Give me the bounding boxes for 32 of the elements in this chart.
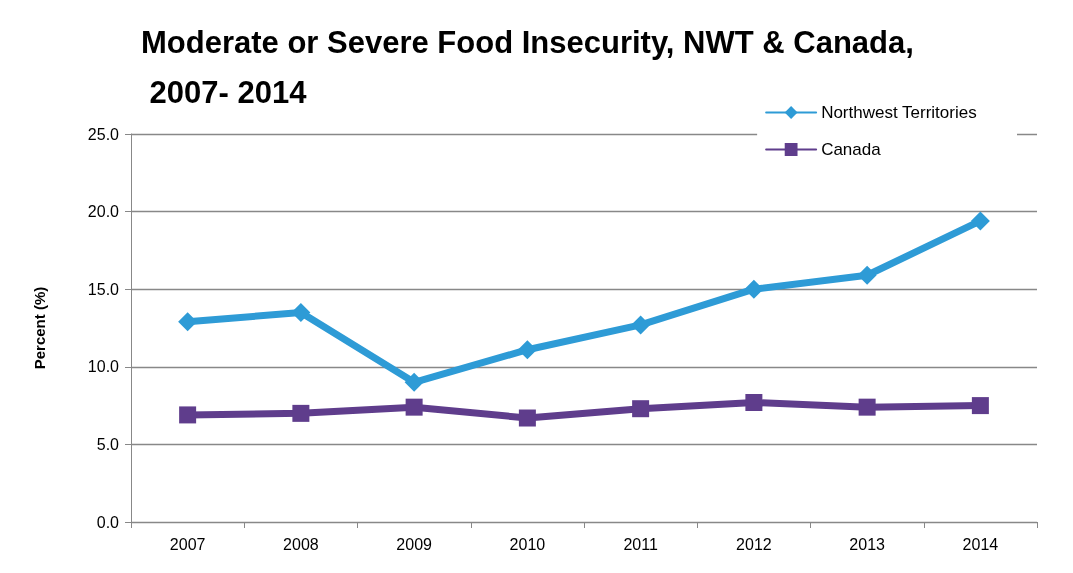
point bbox=[178, 312, 198, 332]
y-tick-label: 10.0 bbox=[87, 358, 120, 376]
x-tick-label: 2007 bbox=[169, 535, 206, 553]
x-tick-label: 2013 bbox=[849, 535, 886, 553]
x-tick-label: 2008 bbox=[283, 535, 319, 553]
point bbox=[631, 315, 651, 335]
point bbox=[744, 279, 764, 299]
point bbox=[291, 302, 311, 322]
y-axis-title: Percent (%) bbox=[31, 286, 48, 370]
point bbox=[517, 340, 537, 360]
point bbox=[632, 400, 650, 418]
y-tick-label: 0.0 bbox=[96, 513, 120, 531]
point bbox=[518, 409, 536, 427]
legend-label: Canada bbox=[821, 140, 882, 159]
point bbox=[405, 398, 423, 416]
x-tick-label: 2010 bbox=[509, 535, 546, 553]
x-tick-label: 2009 bbox=[396, 535, 433, 553]
point bbox=[857, 265, 877, 285]
point bbox=[970, 211, 990, 231]
point bbox=[179, 406, 197, 424]
y-tick-label: 25.0 bbox=[87, 125, 120, 143]
y-tick-label: 5.0 bbox=[96, 435, 120, 453]
point bbox=[292, 404, 310, 422]
x-tick-label: 2012 bbox=[736, 535, 772, 553]
x-tick-label: 2014 bbox=[962, 535, 999, 553]
y-tick-label: 20.0 bbox=[87, 203, 120, 221]
point bbox=[745, 394, 763, 411]
x-tick-label: 2011 bbox=[623, 535, 658, 553]
y-tick-label: 15.0 bbox=[87, 280, 120, 298]
point bbox=[858, 398, 876, 416]
point bbox=[404, 372, 424, 392]
point bbox=[971, 397, 989, 415]
